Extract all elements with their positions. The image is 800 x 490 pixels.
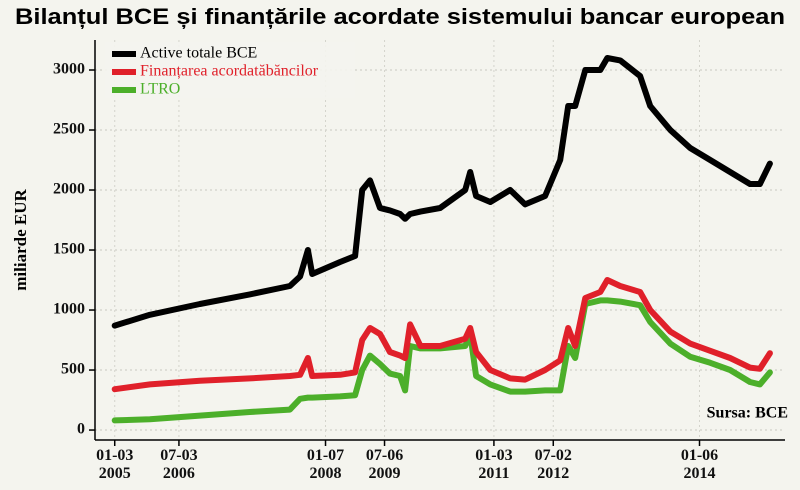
x-tick-label: 01-07 2008 <box>307 447 344 482</box>
x-tick-label: 07-03 2006 <box>160 447 197 482</box>
x-tick-label-line: 2014 <box>684 465 716 482</box>
source-note: Sursa: BCE <box>707 405 788 422</box>
series-line <box>111 55 773 329</box>
x-tick-label-line: 2006 <box>163 465 195 482</box>
x-tick-label: 01-06 2014 <box>681 447 718 482</box>
series-line <box>111 277 773 393</box>
y-tick-label: 1000 <box>53 301 85 318</box>
y-tick-label: 500 <box>61 361 85 378</box>
x-tick-label: 07-06 2009 <box>366 447 403 482</box>
chart-title: Bilanțul BCE și finanțările acordate sis… <box>15 4 785 29</box>
x-tick-label-line: 07-02 <box>535 447 572 464</box>
y-tick-label: 3000 <box>53 61 85 78</box>
x-tick-label: 01-03 2005 <box>96 447 133 482</box>
x-tick-label-line: 01-03 <box>96 447 133 464</box>
legend-box <box>105 42 355 98</box>
x-tick-label-line: 2009 <box>369 465 401 482</box>
legend-label: Finanțarea acordatăbăncilor <box>140 63 319 80</box>
x-tick-label-line: 2005 <box>99 465 131 482</box>
y-tick-label: 1500 <box>53 241 85 258</box>
x-tick-label: 07-02 2012 <box>535 447 572 482</box>
x-tick-label-line: 01-03 <box>475 447 512 464</box>
x-tick-label-line: 01-06 <box>681 447 718 464</box>
x-tick-label-line: 07-06 <box>366 447 403 464</box>
series-line <box>111 297 773 424</box>
y-tick-label: 0 <box>77 421 85 438</box>
x-tick-label-line: 2012 <box>537 465 569 482</box>
x-tick-label-line: 07-03 <box>160 447 197 464</box>
x-tick-label-line: 2008 <box>310 465 342 482</box>
legend-label: LTRO <box>140 81 180 98</box>
y-tick-label: 2000 <box>53 181 85 198</box>
x-tick-label: 01-03 2011 <box>475 447 512 482</box>
y-tick-label: 2500 <box>53 121 85 138</box>
legend-label: Active totale BCE <box>140 45 257 62</box>
x-tick-label-line: 01-07 <box>307 447 344 464</box>
x-tick-label-line: 2011 <box>478 465 509 482</box>
y-axis-label: miliarde EUR <box>11 189 30 291</box>
